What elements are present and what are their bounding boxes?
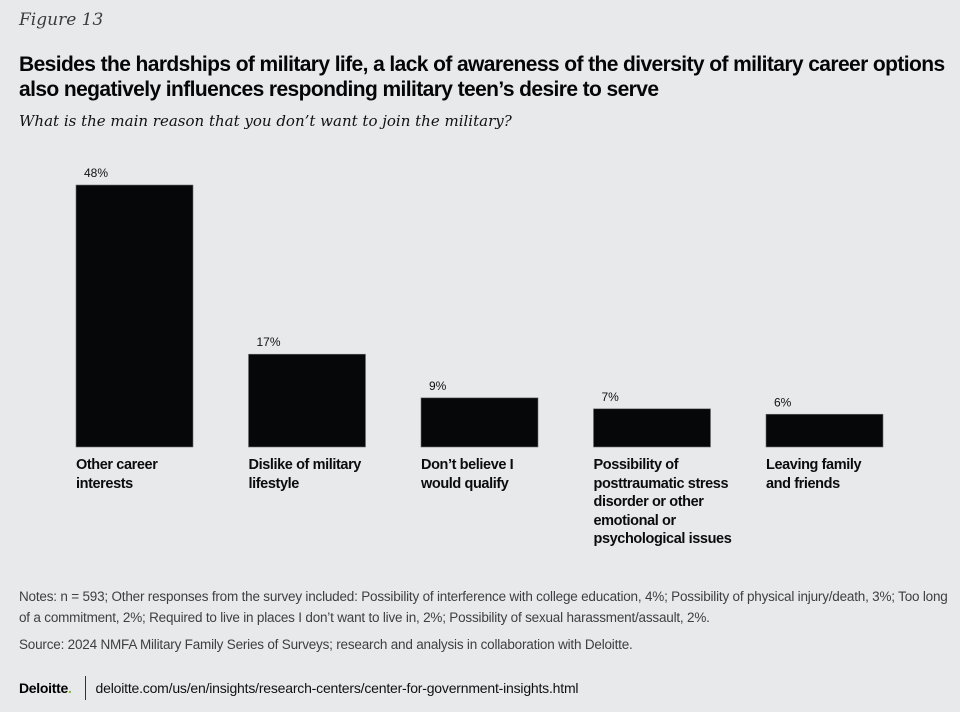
footer-url[interactable]: deloitte.com/us/en/insights/research-cen… <box>95 680 579 696</box>
category-label-3: Don’t believe I would qualify <box>421 456 591 493</box>
bar-3 <box>420 397 539 448</box>
chart-notes: Notes: n = 593; Other responses from the… <box>19 589 948 625</box>
category-label-line: lifestyle <box>248 475 300 492</box>
data-label-3: 9% <box>429 379 447 393</box>
data-label-1: 48% <box>84 166 108 180</box>
chart-subtitle: What is the main reason that you don’t w… <box>19 112 512 130</box>
category-label-line: and friends <box>766 475 840 492</box>
figure-label: Figure 13 <box>19 10 104 30</box>
category-label-line: Don’t believe I <box>421 457 514 473</box>
category-label-line: Leaving family <box>766 457 862 473</box>
logo-dot: . <box>67 680 72 696</box>
category-label-5: Leaving family and friends <box>766 456 936 493</box>
category-label-line: Other career <box>76 457 158 473</box>
category-label-4: Possibility of posttraumatic stress disord… <box>594 456 764 549</box>
bar-4 <box>593 408 711 448</box>
category-label-line: psychological issues <box>593 531 732 547</box>
data-label-5: 6% <box>774 395 792 409</box>
category-label-line: emotional or <box>593 512 677 529</box>
footer: Deloitte. deloitte.com/us/en/insights/re… <box>19 676 579 700</box>
category-label-line: Possibility of <box>593 457 679 473</box>
chart-title: Besides the hardships of military life, … <box>19 53 945 101</box>
chart-source: Source: 2024 NMFA Military Family Series… <box>19 637 633 652</box>
category-label-line: interests <box>76 475 133 492</box>
category-label-line: posttraumatic stress <box>593 475 729 492</box>
category-label-line: Dislike of military <box>248 457 362 473</box>
category-label-2: Dislike of military lifestyle <box>249 456 419 493</box>
bar-1 <box>75 184 194 448</box>
logo-text: Deloitte <box>19 680 68 696</box>
footer-divider <box>84 676 86 700</box>
deloitte-logo: Deloitte. <box>19 680 72 696</box>
category-label-line: would qualify <box>421 475 509 492</box>
category-label-line: disorder or other <box>593 494 704 510</box>
data-label-4: 7% <box>602 390 620 404</box>
bar-chart: 48% 17% 9% 7% 6% <box>75 166 884 448</box>
category-label-1: Other career interests <box>76 456 246 493</box>
data-label-2: 17% <box>257 335 281 349</box>
bar-5 <box>765 413 884 448</box>
bar-2 <box>248 353 366 448</box>
